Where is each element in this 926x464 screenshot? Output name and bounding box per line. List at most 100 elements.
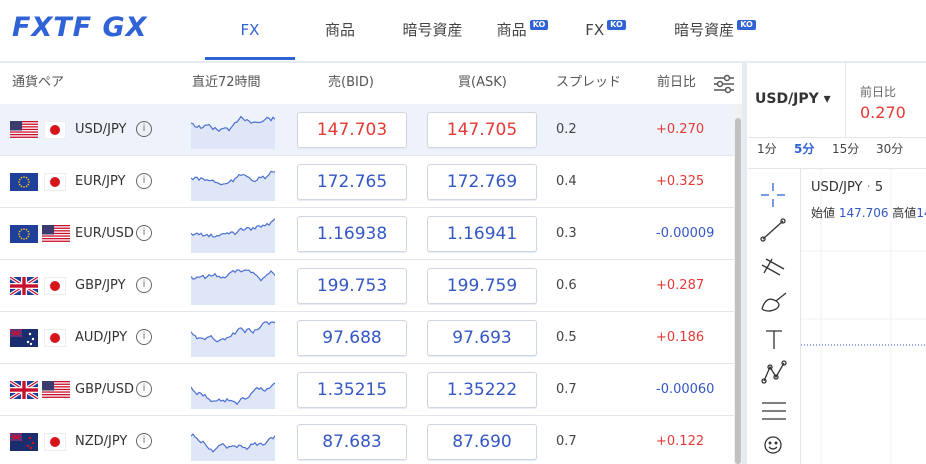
line-tool[interactable] [760,218,786,242]
flag-part [42,230,70,232]
ask-price[interactable]: 172.769 [427,164,537,200]
timeframe[interactable]: 1分 [757,142,777,156]
open-value: 147.706 [838,206,889,220]
timeframe[interactable]: 5分 [794,142,815,156]
flag-part [50,125,60,135]
fib-tool[interactable] [761,258,785,276]
separator [748,168,926,169]
info-icon[interactable]: i [136,225,152,241]
measure-tool[interactable] [762,402,786,420]
sparkline-line [191,433,275,453]
flag-part [50,281,60,291]
info-icon[interactable]: i [136,173,152,189]
currency-row[interactable]: EUR/JPY i 172.765 172.769 0.4 +0.325 [0,156,734,208]
ask-price[interactable]: 1.16941 [427,216,537,252]
flag-part [42,240,70,242]
bid-price[interactable]: 97.688 [297,320,407,356]
text-tool[interactable] [766,330,782,349]
tab-label: 暗号資産 [674,21,735,39]
flag-part [26,340,30,344]
legend-interval: 5 [874,180,884,195]
high-label: 高値 [892,206,917,220]
ask-price[interactable]: 97.693 [427,320,537,356]
logo[interactable]: FXTF GX [12,12,148,43]
currency-row[interactable]: USD/JPY i 147.703 147.705 0.2 +0.270 [0,104,734,156]
column-header: 直近72時間 [192,75,261,90]
ask-price[interactable]: 147.705 [427,112,537,148]
scroll-thumb[interactable] [735,118,741,464]
bid-price[interactable]: 199.753 [297,268,407,304]
change: +0.122 [656,434,705,449]
ask-price[interactable]: 199.759 [427,268,537,304]
info-icon[interactable]: i [136,329,152,345]
currency-row[interactable]: GBP/JPY i 199.753 199.759 0.6 +0.287 [0,260,734,312]
bid-price[interactable]: 1.35215 [297,372,407,408]
spread: 0.7 [556,434,577,449]
flag [42,381,70,399]
brush-tool[interactable] [761,292,787,312]
flag-part [10,136,38,138]
sparkline-line [191,321,275,343]
currency-row[interactable]: NZD/JPY i 87.683 87.690 0.7 +0.122 [0,416,734,464]
tab[interactable]: FX KO [568,0,643,60]
flag-part [42,381,54,391]
change: +0.287 [656,278,705,293]
info-icon[interactable]: i [136,121,152,137]
tab[interactable]: 商品 KO [480,0,565,60]
sparkline-area [191,270,275,305]
tab[interactable]: 暗号資産 KO [655,0,775,60]
column-header: 前日比 [657,75,697,90]
flag [10,121,38,139]
settings-icon[interactable] [713,74,735,94]
bid-price[interactable]: 87.683 [297,424,407,460]
ask-price[interactable]: 1.35222 [427,372,537,408]
sparkline-line [191,170,275,186]
flag-part [10,284,38,288]
flag-part [42,383,70,385]
change: +0.186 [656,330,705,345]
sparkline-area [191,383,275,409]
separator [845,62,846,137]
sparkline [191,269,275,305]
bid-price[interactable]: 1.16938 [297,216,407,252]
bid-price[interactable]: 147.703 [297,112,407,148]
tab[interactable]: FX [205,0,295,60]
pair: EUR/USD [75,226,134,241]
flag-part [10,123,38,125]
pair: EUR/JPY [75,174,126,189]
timeframe[interactable]: 15分 [832,142,860,156]
bid-price[interactable]: 172.765 [297,164,407,200]
ask-price[interactable]: 87.690 [427,424,537,460]
change: -0.00009 [656,226,715,241]
info-icon[interactable]: i [136,381,152,397]
flag-part [18,181,20,183]
tab[interactable]: 暗号資産 [385,0,480,60]
sparkline [191,321,275,357]
sparkline-line [191,382,275,406]
column-header: スプレッド [556,75,622,90]
flag-part [31,337,35,341]
symbol-select[interactable]: USD/JPY ▾ [755,91,831,107]
column-header: 売(BID) [328,75,374,90]
symbol: USD/JPY [755,91,819,107]
emoji-tool[interactable] [764,436,782,454]
tab[interactable]: 商品 [295,0,385,60]
timeframe[interactable]: 30分 [876,142,904,156]
info-icon[interactable]: i [136,277,152,293]
currency-row[interactable]: AUD/JPY i 97.688 97.693 0.5 +0.186 [0,312,734,364]
change: +0.325 [656,174,705,189]
flag-part [28,332,32,336]
pair: AUD/JPY [75,330,128,345]
flag-part [20,237,23,240]
flag-part [50,333,60,343]
crosshair-tool[interactable] [761,183,785,207]
spread: 0.2 [556,122,577,137]
pattern-tool[interactable] [761,360,787,384]
currency-row[interactable]: EUR/USD i 1.16938 1.16941 0.3 -0.00009 [0,208,734,260]
currency-row[interactable]: GBP/USD i 1.35215 1.35222 0.7 -0.00060 [0,364,734,416]
info-icon[interactable]: i [136,433,152,449]
spread: 0.6 [556,278,577,293]
flag-part [10,121,38,123]
high-value: 14 [916,206,926,220]
